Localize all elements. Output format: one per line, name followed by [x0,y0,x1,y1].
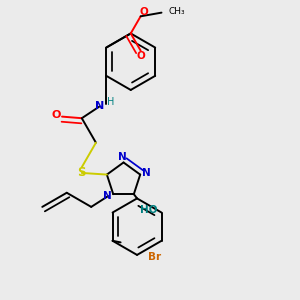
Text: N: N [118,152,126,162]
Text: N: N [103,191,112,201]
Text: O: O [52,110,61,120]
Text: CH₃: CH₃ [169,7,185,16]
Text: Br: Br [148,251,161,262]
Text: S: S [77,167,86,179]
Text: N: N [142,168,150,178]
Text: O: O [140,8,148,17]
Text: H: H [107,98,114,107]
Text: N: N [94,101,104,111]
Text: O: O [137,51,146,62]
Text: HO: HO [140,205,158,215]
